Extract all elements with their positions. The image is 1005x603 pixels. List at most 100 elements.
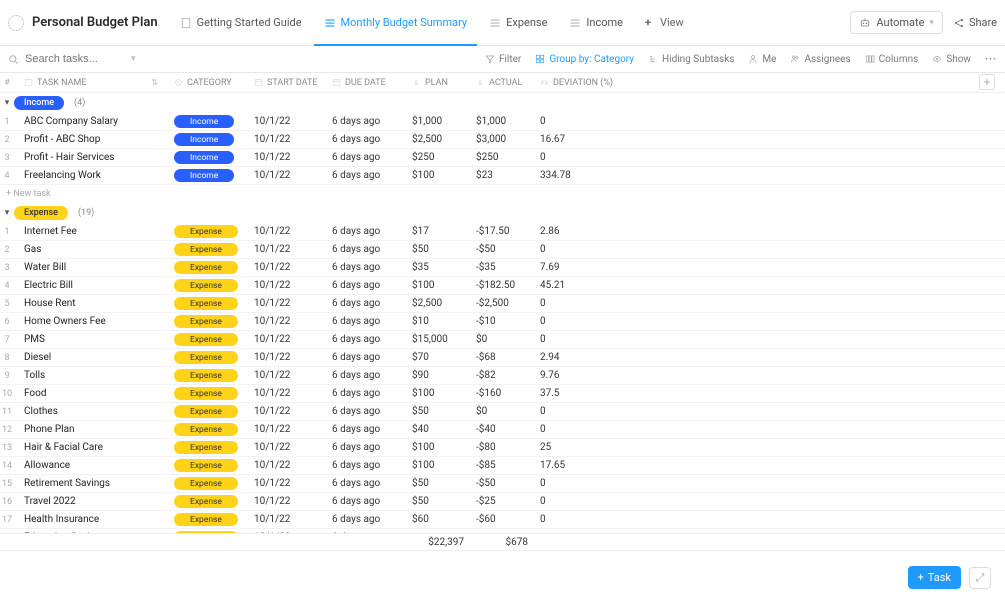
actual-value[interactable]: -$10: [474, 316, 538, 327]
table-row[interactable]: 11 Clothes Expense 10/1/22 6 days ago $5…: [0, 403, 1005, 421]
col-task-name[interactable]: TASK NAME ⇅: [14, 78, 164, 88]
task-name[interactable]: Freelancing Work: [14, 170, 164, 181]
actual-value[interactable]: -$182.50: [474, 280, 538, 291]
start-date[interactable]: 10/1/22: [252, 514, 330, 525]
plan-value[interactable]: $35: [410, 262, 474, 273]
col-start-date[interactable]: START DATE: [252, 78, 330, 88]
plan-value[interactable]: $60: [410, 514, 474, 525]
task-category[interactable]: Expense: [164, 405, 252, 418]
table-row[interactable]: 2 Profit - ABC Shop Income 10/1/22 6 day…: [0, 131, 1005, 149]
due-date[interactable]: 6 days ago: [330, 388, 410, 399]
task-category[interactable]: Expense: [164, 243, 252, 256]
deviation-value[interactable]: 0: [538, 244, 628, 255]
deviation-value[interactable]: 7.69: [538, 262, 628, 273]
table-row[interactable]: 15 Retirement Savings Expense 10/1/22 6 …: [0, 475, 1005, 493]
task-category[interactable]: Expense: [164, 441, 252, 454]
deviation-value[interactable]: 25: [538, 442, 628, 453]
table-row[interactable]: 3 Profit - Hair Services Income 10/1/22 …: [0, 149, 1005, 167]
due-date[interactable]: 6 days ago: [330, 316, 410, 327]
col-actual[interactable]: $ ACTUAL: [474, 78, 538, 88]
plan-value[interactable]: $1,000: [410, 116, 474, 127]
task-name[interactable]: Phone Plan: [14, 424, 164, 435]
task-name[interactable]: Profit - ABC Shop: [14, 134, 164, 145]
task-name[interactable]: Gas: [14, 244, 164, 255]
share-button[interactable]: Share: [953, 16, 997, 29]
due-date[interactable]: 6 days ago: [330, 334, 410, 345]
table-row[interactable]: 16 Travel 2022 Expense 10/1/22 6 days ag…: [0, 493, 1005, 511]
table-row[interactable]: 3 Water Bill Expense 10/1/22 6 days ago …: [0, 259, 1005, 277]
start-date[interactable]: 10/1/22: [252, 406, 330, 417]
deviation-value[interactable]: 9.76: [538, 370, 628, 381]
group-by-button[interactable]: Group by: Category: [535, 54, 634, 65]
due-date[interactable]: 6 days ago: [330, 406, 410, 417]
table-row[interactable]: 12 Phone Plan Expense 10/1/22 6 days ago…: [0, 421, 1005, 439]
actual-value[interactable]: -$85: [474, 460, 538, 471]
task-category[interactable]: Expense: [164, 297, 252, 310]
task-name[interactable]: Hair & Facial Care: [14, 442, 164, 453]
plan-value[interactable]: $250: [410, 152, 474, 163]
plan-value[interactable]: $40: [410, 424, 474, 435]
add-view-button[interactable]: + View: [635, 0, 694, 46]
task-category[interactable]: Expense: [164, 495, 252, 508]
actual-value[interactable]: -$40: [474, 424, 538, 435]
actual-value[interactable]: -$60: [474, 514, 538, 525]
task-name[interactable]: Health Insurance: [14, 514, 164, 525]
plan-value[interactable]: $50: [410, 244, 474, 255]
plan-value[interactable]: $100: [410, 442, 474, 453]
actual-value[interactable]: $1,000: [474, 116, 538, 127]
due-date[interactable]: 6 days ago: [330, 442, 410, 453]
actual-value[interactable]: $0: [474, 406, 538, 417]
task-name[interactable]: PMS: [14, 334, 164, 345]
task-name[interactable]: Home Owners Fee: [14, 316, 164, 327]
start-date[interactable]: 10/1/22: [252, 316, 330, 327]
task-name[interactable]: Retirement Savings: [14, 478, 164, 489]
actual-value[interactable]: -$80: [474, 442, 538, 453]
show-button[interactable]: Show: [932, 54, 971, 65]
deviation-value[interactable]: 0: [538, 316, 628, 327]
columns-button[interactable]: Columns: [865, 54, 919, 65]
task-name[interactable]: Clothes: [14, 406, 164, 417]
task-category[interactable]: Expense: [164, 369, 252, 382]
plan-value[interactable]: $100: [410, 388, 474, 399]
task-category[interactable]: Expense: [164, 261, 252, 274]
new-task-button[interactable]: + New task: [0, 185, 1005, 203]
due-date[interactable]: 6 days ago: [330, 496, 410, 507]
table-row[interactable]: 5 House Rent Expense 10/1/22 6 days ago …: [0, 295, 1005, 313]
plan-value[interactable]: $90: [410, 370, 474, 381]
col-category[interactable]: CATEGORY: [164, 78, 252, 88]
deviation-value[interactable]: 0: [538, 406, 628, 417]
assignees-button[interactable]: Assignees: [790, 54, 850, 65]
deviation-value[interactable]: 2.86: [538, 226, 628, 237]
tab-getting-started[interactable]: Getting Started Guide: [170, 0, 312, 46]
start-date[interactable]: 10/1/22: [252, 352, 330, 363]
deviation-value[interactable]: 0: [538, 478, 628, 489]
table-row[interactable]: 6 Home Owners Fee Expense 10/1/22 6 days…: [0, 313, 1005, 331]
actual-value[interactable]: -$50: [474, 478, 538, 489]
deviation-value[interactable]: 0: [538, 496, 628, 507]
due-date[interactable]: 6 days ago: [330, 116, 410, 127]
due-date[interactable]: 6 days ago: [330, 478, 410, 489]
group-pill[interactable]: Income: [14, 96, 64, 110]
due-date[interactable]: 6 days ago: [330, 134, 410, 145]
start-date[interactable]: 10/1/22: [252, 424, 330, 435]
tab-monthly-summary[interactable]: Monthly Budget Summary: [314, 0, 478, 46]
col-due-date[interactable]: DUE DATE: [330, 78, 410, 88]
actual-value[interactable]: -$17.50: [474, 226, 538, 237]
hiding-subtasks-button[interactable]: Hiding Subtasks: [648, 54, 734, 65]
start-date[interactable]: 10/1/22: [252, 280, 330, 291]
task-name[interactable]: House Rent: [14, 298, 164, 309]
table-row[interactable]: 8 Diesel Expense 10/1/22 6 days ago $70 …: [0, 349, 1005, 367]
deviation-value[interactable]: 17.65: [538, 460, 628, 471]
table-row[interactable]: 1 Internet Fee Expense 10/1/22 6 days ag…: [0, 223, 1005, 241]
deviation-value[interactable]: 37.5: [538, 388, 628, 399]
group-toggle[interactable]: ▾: [0, 208, 14, 218]
task-name[interactable]: Tolls: [14, 370, 164, 381]
task-name[interactable]: Internet Fee: [14, 226, 164, 237]
table-row[interactable]: 13 Hair & Facial Care Expense 10/1/22 6 …: [0, 439, 1005, 457]
table-row[interactable]: 10 Food Expense 10/1/22 6 days ago $100 …: [0, 385, 1005, 403]
filter-button[interactable]: Filter: [485, 54, 521, 65]
due-date[interactable]: 6 days ago: [330, 514, 410, 525]
group-pill[interactable]: Expense: [14, 206, 68, 220]
task-name[interactable]: Travel 2022: [14, 496, 164, 507]
task-name[interactable]: Allowance: [14, 460, 164, 471]
